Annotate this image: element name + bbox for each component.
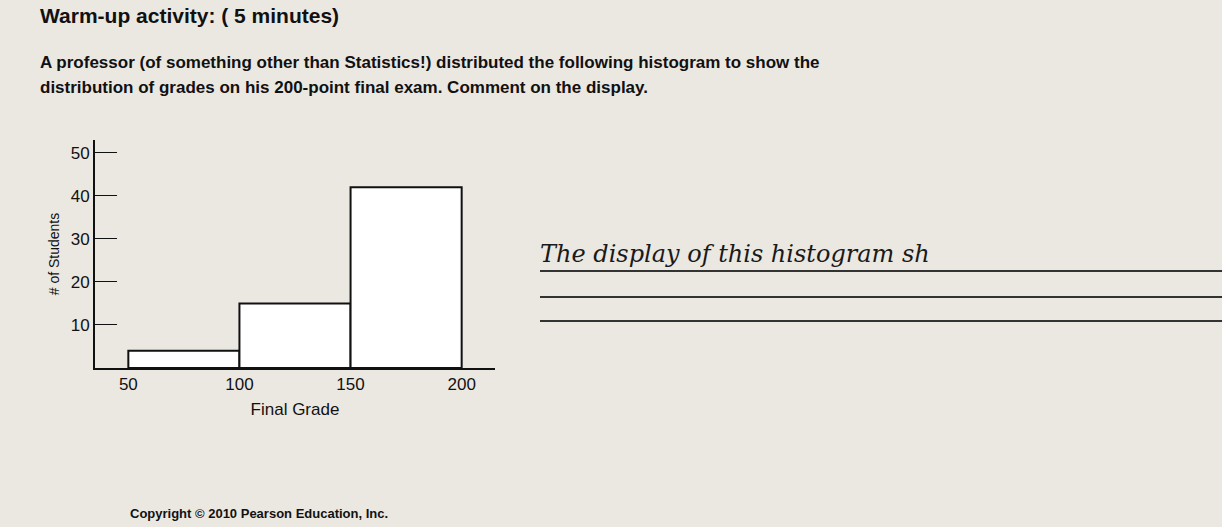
svg-text:50: 50 [71, 144, 90, 163]
svg-text:10: 10 [71, 316, 90, 335]
html-text:distribution of grades on his: distribution of grades on his 200-point … [40, 78, 648, 97]
svg-text:30: 30 [71, 230, 90, 249]
html-text:Warm-up activity: ( 5 minutes): Warm-up activity: ( 5 minutes) [40, 4, 340, 27]
html-text:The display of this histogram: The display of this histogram sh [540, 240, 930, 268]
svg-text:20: 20 [71, 273, 90, 292]
svg-text:# of Students: # of Students [46, 213, 62, 296]
svg-text:100: 100 [225, 375, 253, 394]
svg-text:Final Grade: Final Grade [251, 400, 340, 419]
svg-text:50: 50 [119, 375, 138, 394]
html-text:A professor (of something othe: A professor (of something other than Sta… [40, 53, 820, 72]
svg-text:150: 150 [336, 375, 364, 394]
html-text:Copyright © 2010 Pearson Educa: Copyright © 2010 Pearson Education, Inc. [130, 506, 389, 521]
svg-text:200: 200 [447, 375, 475, 394]
svg-text:40: 40 [71, 187, 90, 206]
